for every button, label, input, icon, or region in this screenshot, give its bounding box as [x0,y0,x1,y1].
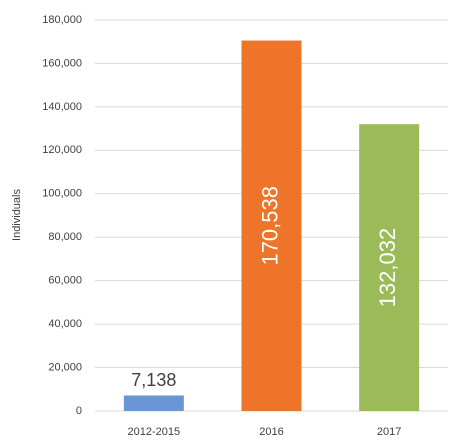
bar [241,40,302,412]
data-label: 132,032 [375,228,400,308]
y-tick-label: 40,000 [48,318,82,330]
y-tick-label: 80,000 [48,231,82,243]
bar [359,124,420,412]
x-tick-label: 2012-2015 [128,426,181,438]
y-tick-label: 160,000 [42,57,82,69]
y-tick-label: 180,000 [42,14,82,26]
x-tick-label: 2017 [377,426,401,438]
data-label: 170,538 [257,186,282,266]
bar [123,395,184,411]
y-axis-label: Individuals [11,189,23,241]
y-tick-label: 20,000 [48,361,82,373]
x-tick-label: 2016 [259,426,283,438]
y-tick-label: 120,000 [42,144,82,156]
y-tick-label: 60,000 [48,275,82,287]
data-label: 7,138 [131,370,176,390]
y-tick-label: 140,000 [42,101,82,113]
y-tick-label: 0 [76,405,82,417]
y-tick-label: 100,000 [42,188,82,200]
